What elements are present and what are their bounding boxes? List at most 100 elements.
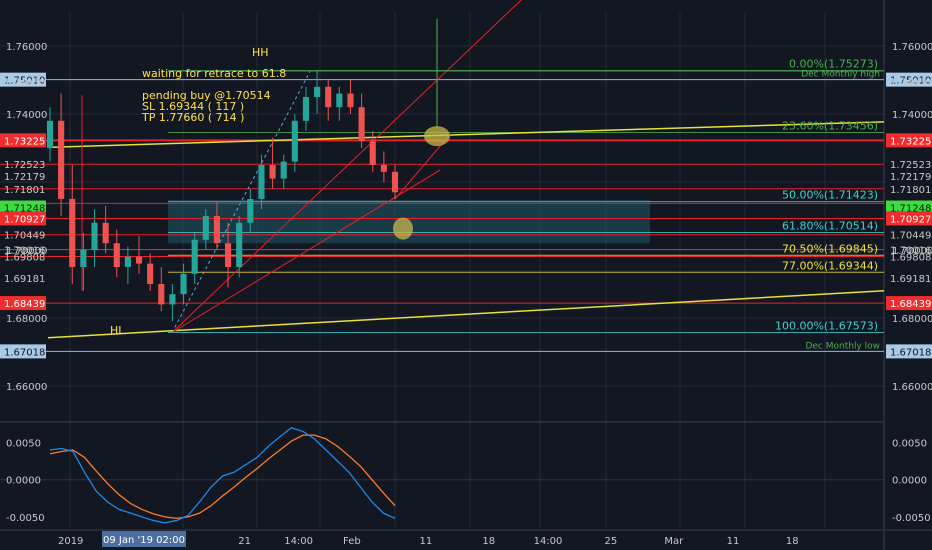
time-tick-label: 2019 <box>58 536 83 547</box>
candle-body <box>380 165 387 172</box>
price-tick-label: 1.68000 <box>892 314 932 325</box>
price-tag-label-right: 1.72179 <box>890 172 931 183</box>
price-tag-label-left: 1.68439 <box>4 299 45 310</box>
price-tick-label: 1.66000 <box>892 382 932 393</box>
time-tick-label: 11 <box>727 536 740 547</box>
price-tag-label-left: 1.73225 <box>4 136 45 147</box>
price-tag-label-right: 1.73225 <box>890 136 931 147</box>
price-tag-label-right: 1.72523 <box>890 160 931 171</box>
fib-anchor-diagonal <box>171 71 311 333</box>
price-tag-left <box>0 296 46 311</box>
candle-body <box>91 222 98 250</box>
price-tag-left <box>0 211 46 226</box>
price-tag-right <box>886 133 932 148</box>
candle-body <box>236 222 243 267</box>
macd-left-tick-label: -0.0050 <box>6 513 45 524</box>
price-tag-label-left: 1.69808 <box>4 253 45 264</box>
fib-level-label: 77.00%(1.69344) <box>782 259 878 272</box>
price-tag-label-left: 1.69181 <box>4 274 45 285</box>
candle-body <box>391 171 399 193</box>
price-tag-label-right: 1.69808 <box>890 253 931 264</box>
candle-body <box>258 165 265 199</box>
candle-body <box>191 239 198 274</box>
price-tag-label-right: 1.70927 <box>890 214 931 225</box>
candle-body <box>135 256 143 264</box>
highlight-ellipse-bottom <box>393 217 413 240</box>
time-cursor-tag <box>102 531 186 547</box>
fib-level-label: 100.00%(1.67573) <box>775 320 878 333</box>
candle-body <box>180 273 187 295</box>
time-tick-label: 14:00 <box>534 536 563 547</box>
candle-body <box>102 222 109 244</box>
price-tag-label-left: 1.71248 <box>4 204 45 215</box>
time-tick-label: 25 <box>605 536 618 547</box>
price-tag-label-left: 1.71801 <box>4 185 45 196</box>
price-tag-label-left: 1.72523 <box>4 160 45 171</box>
lower-yellow-trendline <box>47 290 885 339</box>
price-tag-right <box>886 72 932 87</box>
candle-body <box>202 216 209 240</box>
price-axis[interactable]: 1.760001.760001.740001.740001.700001.700… <box>0 42 932 393</box>
time-tick-label: 18 <box>482 536 495 547</box>
rising-red-trendline <box>171 0 522 333</box>
price-tag-label-left: 1.75010 <box>4 76 45 87</box>
price-tag-left <box>0 72 46 87</box>
price-tag-label-left: 1.70016 <box>4 245 45 256</box>
candle-body <box>280 161 287 179</box>
monthly-label: Dec Monthly high <box>801 70 880 80</box>
macd-line <box>49 426 396 524</box>
trade-note-line: SL 1.69344 ( 117 ) <box>142 100 244 113</box>
fibonacci-labels: 0.00%(1.75273) 23.60%(1.73456) 50.00%(1.71… <box>775 58 880 352</box>
candlestick-series <box>46 69 399 322</box>
price-tag-right <box>886 200 932 215</box>
price-tick-label-left: 1.66000 <box>6 382 47 393</box>
candle-body <box>269 165 276 179</box>
price-tag-left <box>0 133 46 148</box>
price-tick-label: 1.74000 <box>892 110 932 121</box>
candle-body <box>358 107 365 142</box>
hh-label: HH <box>252 46 269 59</box>
candle-body <box>325 86 332 108</box>
price-tag-right <box>886 296 932 311</box>
price-tag-label-right: 1.70016 <box>890 245 931 256</box>
horizontal-levels <box>0 70 884 352</box>
price-tick-label-left: 1.74000 <box>6 110 47 121</box>
macd-left-tick-label: 0.0000 <box>6 476 41 487</box>
time-tick-label: 11 <box>420 536 433 547</box>
time-tick-label: 21 <box>238 536 251 547</box>
price-tag-label-left: 1.70927 <box>4 214 45 225</box>
price-tick-label: 1.76000 <box>892 42 932 53</box>
price-tag-label-right: 1.68439 <box>890 299 931 310</box>
price-tag-label-right: 1.71801 <box>890 185 931 196</box>
price-tag-right <box>886 211 932 226</box>
macd-tick-label: 0.0000 <box>892 476 927 487</box>
price-tick-label-left: 1.70000 <box>6 246 47 257</box>
candle-body <box>124 256 131 267</box>
candle-body <box>213 216 220 244</box>
monthly-label: Dec Monthly low <box>805 341 880 351</box>
signal-line <box>49 434 396 519</box>
candle-body <box>113 243 120 267</box>
upper-yellow-trendline <box>47 121 885 149</box>
candle-body <box>347 93 354 108</box>
candle-body <box>69 199 76 267</box>
macd-pane: 0.0050 0.0050 0.0000 0.0000 -0.0050 -0.0050 <box>0 426 931 524</box>
price-tag-label-right: 1.74950 <box>890 78 931 89</box>
candle-body <box>225 243 232 267</box>
fib-level-label: 0.00%(1.75273) <box>789 58 878 71</box>
candle-body <box>80 250 87 267</box>
candle-body <box>147 263 154 284</box>
trade-note-line: TP 1.77660 ( 714 ) <box>141 111 244 124</box>
price-tag-label-left: 1.70449 <box>4 231 45 242</box>
price-tag-label-right: 1.71248 <box>890 204 931 215</box>
time-tick-label: 18 <box>786 536 799 547</box>
price-tag-left <box>0 344 46 359</box>
price-tag-label-left: 1.74950 <box>4 78 45 89</box>
time-tick-label: Feb <box>343 536 361 547</box>
macd-tick-label: -0.0050 <box>892 513 931 524</box>
candle-body <box>58 120 65 199</box>
